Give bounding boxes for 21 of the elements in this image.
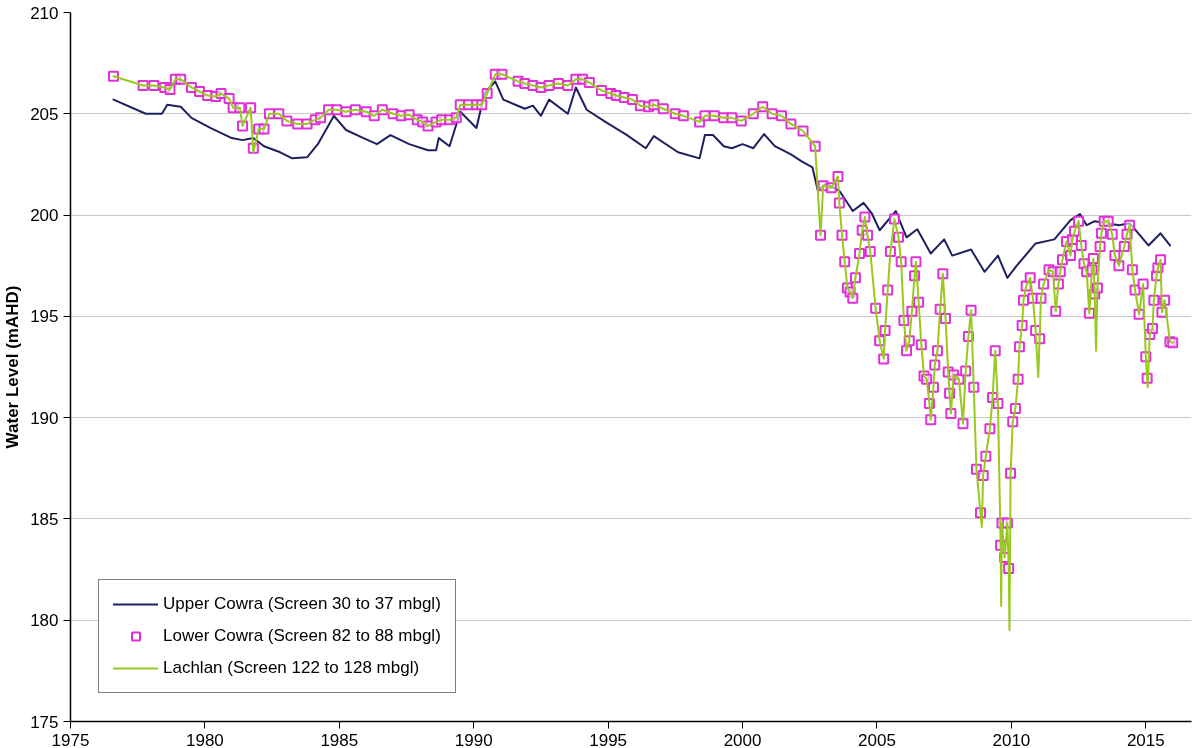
x-tick-label: 2000	[723, 730, 762, 748]
y-tick-label: 175	[30, 712, 59, 732]
y-tick-label: 185	[30, 509, 59, 529]
legend-label: Upper Cowra (Screen 30 to 37 mbgl)	[163, 594, 441, 614]
x-tick-label: 2005	[858, 730, 896, 748]
x-tick-label: 1975	[51, 730, 90, 748]
legend-label: Lachlan (Screen 122 to 128 mbgl)	[163, 658, 420, 678]
y-tick-label: 180	[30, 611, 59, 631]
legend-label: Lower Cowra (Screen 82 to 88 mbgl)	[163, 626, 441, 646]
y-tick-label: 205	[30, 104, 59, 124]
y-tick-label: 210	[30, 3, 59, 23]
x-tick-label: 1980	[186, 730, 224, 748]
y-axis-title: Water Level (mAHD)	[3, 285, 23, 449]
x-tick-label: 1995	[589, 730, 628, 748]
x-tick-label: 1990	[454, 730, 493, 748]
x-tick-label: 2015	[1126, 730, 1165, 748]
x-tick-label: 1985	[320, 730, 359, 748]
x-tick-label: 2010	[992, 730, 1031, 748]
y-tick-label: 190	[30, 408, 59, 428]
y-tick-label: 200	[30, 206, 59, 226]
y-tick-label: 195	[30, 307, 59, 327]
